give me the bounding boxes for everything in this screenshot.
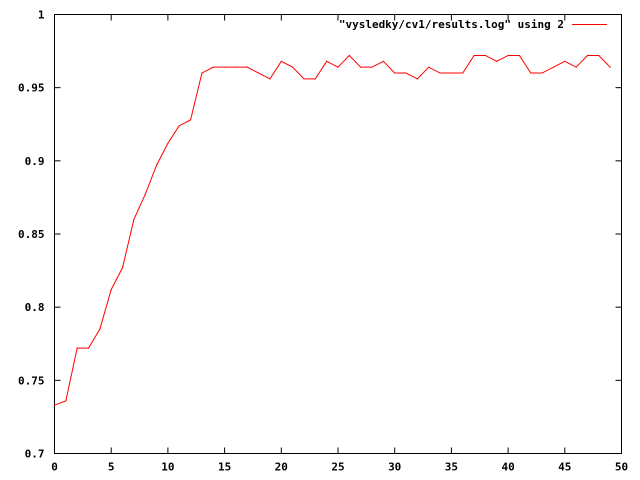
data-point	[552, 66, 555, 68]
legend-label-series-1: "vysledky/cv1/results.log" using 2	[339, 18, 564, 31]
y-tick-label: 1	[38, 9, 45, 22]
data-point	[269, 78, 271, 80]
x-axis-ticks: 0 5 10 15 20 25 30 35 40 45 50	[51, 14, 628, 474]
data-point	[53, 404, 56, 406]
data-point	[246, 66, 248, 68]
data-point	[598, 54, 600, 57]
data-point	[609, 66, 611, 68]
data-point	[586, 54, 589, 57]
data-point	[462, 72, 464, 74]
data-point	[167, 142, 169, 144]
data-point	[405, 72, 407, 74]
plot-frame	[54, 14, 622, 454]
series-layer	[53, 54, 611, 406]
data-point	[110, 289, 112, 291]
data-point	[337, 66, 339, 68]
data-point	[394, 72, 396, 74]
data-point	[575, 66, 577, 68]
data-point	[416, 78, 418, 80]
data-point	[428, 66, 430, 68]
data-point	[360, 66, 362, 68]
data-point	[178, 125, 180, 127]
data-point	[348, 54, 350, 57]
data-point	[473, 54, 475, 57]
data-point	[76, 347, 78, 349]
x-tick-label: 30	[388, 461, 401, 474]
data-point	[541, 72, 543, 74]
data-point	[530, 72, 532, 74]
x-tick-label: 50	[615, 461, 628, 474]
legend: "vysledky/cv1/results.log" using 2	[339, 18, 607, 31]
x-tick-label: 20	[275, 461, 288, 474]
x-tick-label: 5	[108, 461, 115, 474]
data-point	[303, 78, 305, 80]
series-points-1	[53, 54, 611, 406]
data-point	[144, 193, 146, 196]
y-tick-label: 0.9	[25, 155, 45, 168]
data-point	[518, 54, 521, 57]
data-point	[326, 60, 328, 62]
x-tick-label: 35	[445, 461, 458, 474]
y-tick-label: 0.8	[25, 301, 45, 314]
x-tick-label: 0	[51, 461, 58, 474]
data-point	[450, 72, 452, 74]
data-point	[212, 66, 214, 68]
data-point	[87, 347, 90, 349]
data-point	[439, 72, 441, 74]
x-tick-label: 40	[501, 461, 514, 474]
data-point	[224, 66, 226, 68]
data-point	[371, 66, 373, 68]
data-point	[235, 66, 237, 68]
data-point	[133, 218, 135, 220]
data-point	[189, 119, 192, 121]
data-point	[382, 60, 384, 62]
data-point	[201, 72, 203, 74]
x-tick-label: 10	[161, 461, 174, 474]
x-tick-label: 25	[331, 461, 344, 474]
data-point	[496, 60, 498, 62]
data-point	[314, 78, 316, 80]
y-tick-label: 0.7	[25, 448, 45, 461]
data-point	[280, 60, 282, 62]
data-point	[507, 54, 509, 57]
y-tick-label: 0.75	[18, 374, 45, 387]
x-tick-label: 15	[218, 461, 231, 474]
y-tick-label: 0.95	[18, 82, 45, 95]
y-tick-label: 0.85	[18, 228, 45, 241]
x-tick-label: 45	[558, 461, 571, 474]
data-point	[121, 267, 124, 269]
data-point	[99, 328, 101, 330]
series-line-1	[54, 54, 611, 406]
data-point	[292, 66, 294, 68]
y-axis-ticks: 0.7 0.75 0.8 0.85 0.9 0.95 1	[18, 9, 622, 461]
data-point	[65, 400, 67, 402]
data-point	[155, 164, 158, 166]
data-point	[258, 72, 260, 74]
data-point	[484, 54, 487, 57]
data-point	[564, 60, 566, 62]
